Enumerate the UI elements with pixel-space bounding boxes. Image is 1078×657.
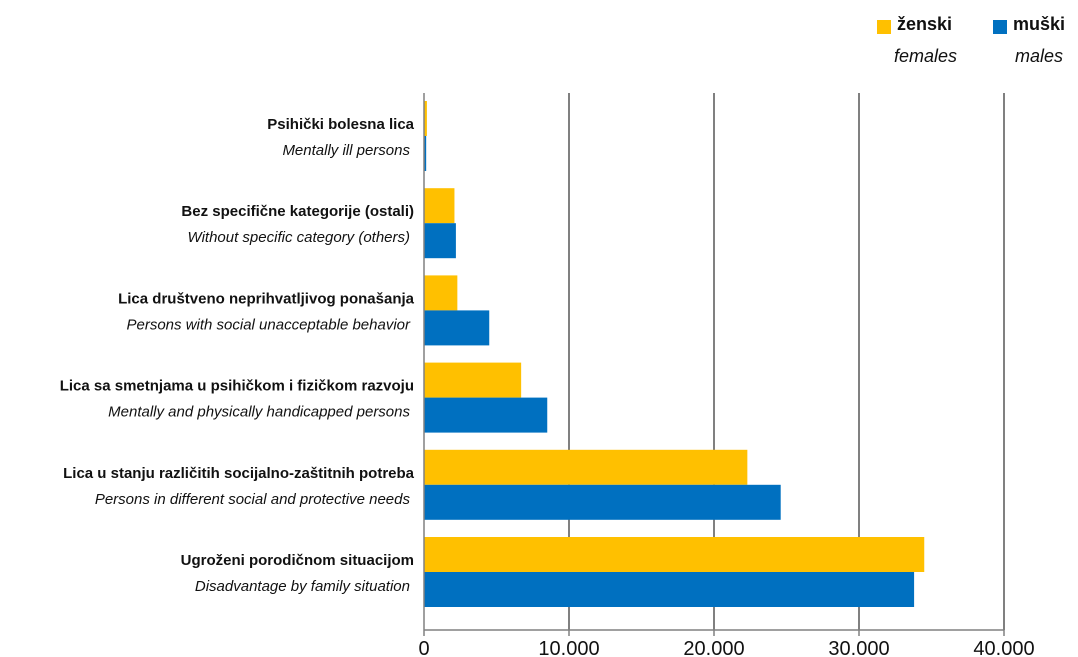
bar-males xyxy=(424,136,427,171)
bar-males xyxy=(424,397,548,433)
category-label: Lica sa smetnjama u psihičkom i fizičkom… xyxy=(60,378,414,395)
x-tick-label: 0 xyxy=(418,638,429,657)
bar-females xyxy=(424,101,427,136)
legend-females-sublabel: females xyxy=(894,46,958,66)
category-sublabel: Mentally and physically handicapped pers… xyxy=(108,404,410,421)
bar-females xyxy=(424,537,925,572)
x-tick-label: 20.000 xyxy=(683,638,744,657)
category-label: Psihički bolesna lica xyxy=(267,116,414,133)
legend-females-swatch xyxy=(877,20,891,34)
x-tick-label: 10.000 xyxy=(538,638,599,657)
category-sublabel: Persons with social unacceptable behavio… xyxy=(127,316,412,333)
category-sublabel: Persons in different social and protecti… xyxy=(95,491,411,508)
bar-males xyxy=(424,310,490,346)
x-tick-label: 40.000 xyxy=(973,638,1034,657)
category-label: Lica u stanju različitih socijalno-zašti… xyxy=(63,465,415,482)
category-sublabel: Disadvantage by family situation xyxy=(195,578,410,595)
category-sublabel: Without specific category (others) xyxy=(188,229,410,246)
bar-males xyxy=(424,484,781,520)
legend-males-swatch xyxy=(993,20,1007,34)
bar-females xyxy=(424,449,748,485)
bar-females xyxy=(424,188,455,224)
bar-females xyxy=(424,275,458,311)
bar-males xyxy=(424,572,915,607)
bar-males xyxy=(424,223,456,259)
category-sublabel: Mentally ill persons xyxy=(282,142,410,159)
category-label: Bez specifične kategorije (ostali) xyxy=(181,203,414,220)
bar-females xyxy=(424,362,522,398)
legend-males-sublabel: males xyxy=(1015,46,1064,66)
legend-females-label: ženski xyxy=(897,14,953,34)
legend-males-label: muški xyxy=(1013,14,1066,34)
category-label: Lica društveno neprihvatljivog ponašanja xyxy=(118,290,415,307)
category-label: Ugroženi porodičnom situacijom xyxy=(181,552,414,569)
x-tick-label: 30.000 xyxy=(828,638,889,657)
